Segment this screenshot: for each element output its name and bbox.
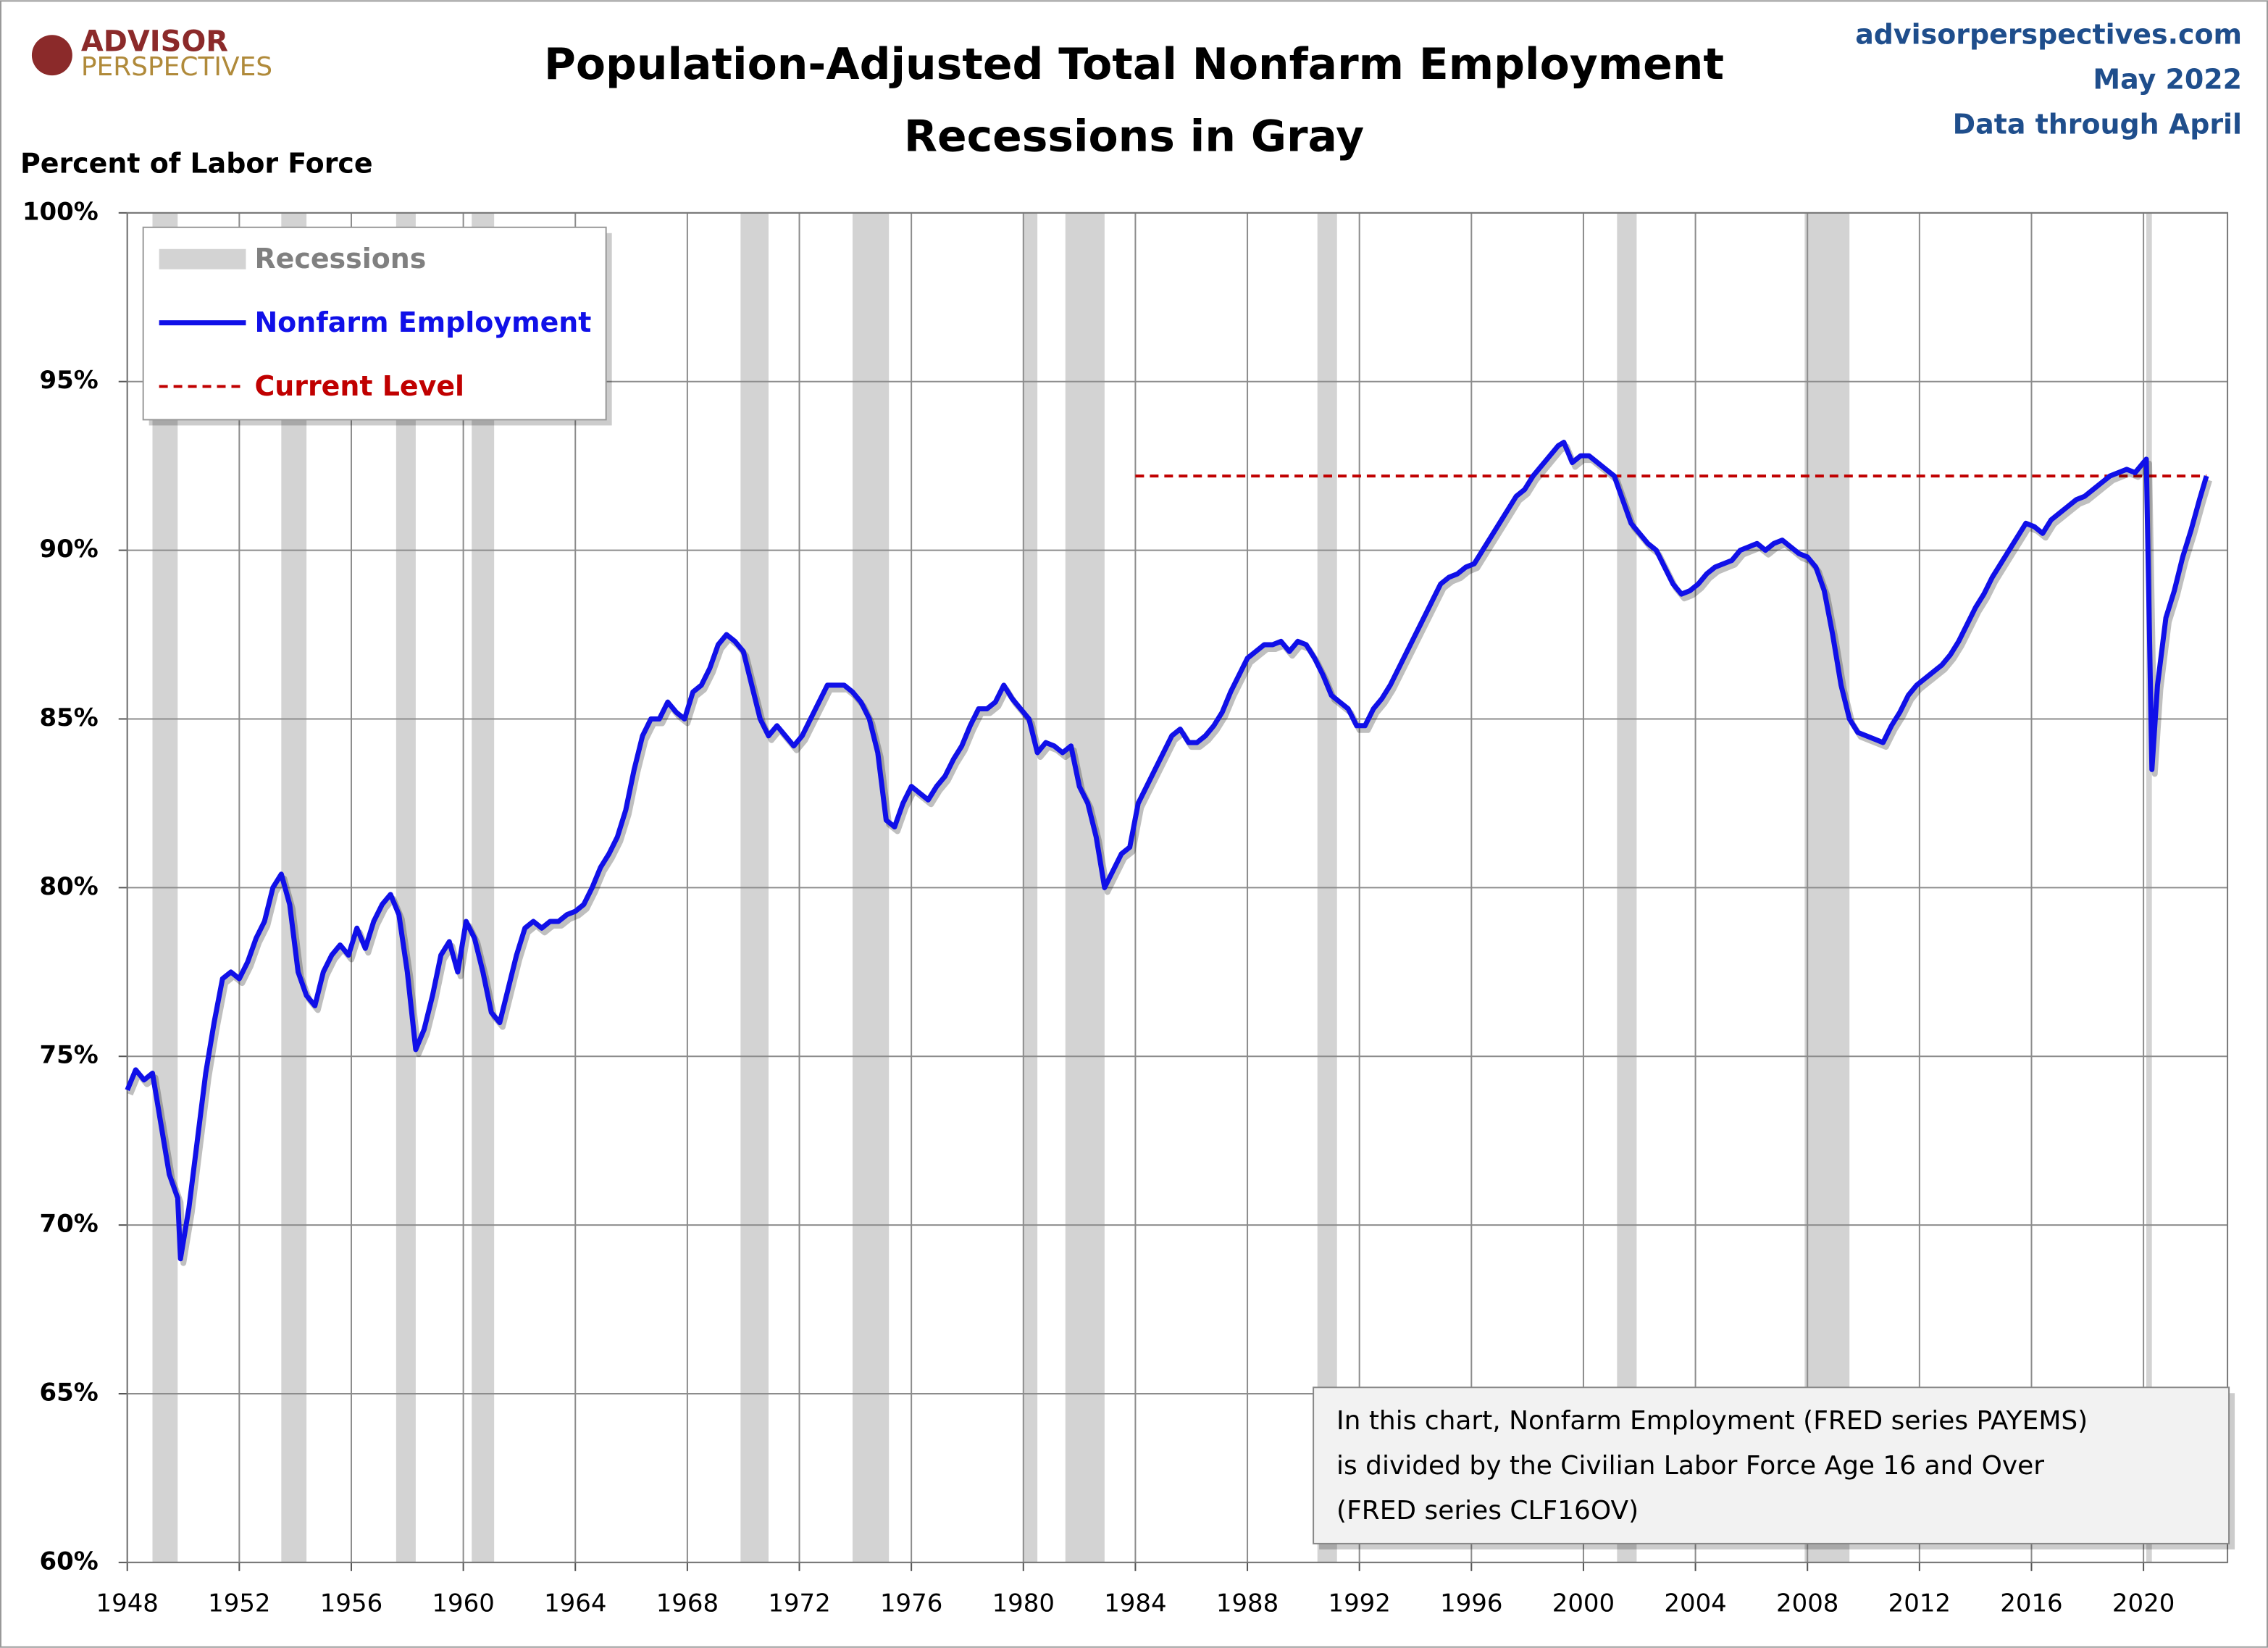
x-tick-label: 2020 bbox=[2112, 1589, 2175, 1618]
logo-icon bbox=[31, 35, 72, 76]
legend-label: Recessions bbox=[254, 243, 426, 275]
x-tick-label: 2016 bbox=[2000, 1589, 2062, 1618]
y-tick-label: 90% bbox=[40, 535, 99, 564]
y-tick-label: 70% bbox=[40, 1210, 99, 1239]
x-tick-label: 2012 bbox=[1888, 1589, 1951, 1618]
x-tick-label: 1980 bbox=[992, 1589, 1055, 1618]
series-line bbox=[125, 440, 2209, 1262]
source: advisorperspectives.com bbox=[1855, 19, 2242, 51]
chart-subtitle: Recessions in Gray bbox=[904, 112, 1364, 162]
y-tick-label: 65% bbox=[40, 1378, 99, 1407]
x-tick-label: 1972 bbox=[768, 1589, 830, 1618]
x-tick-label: 2008 bbox=[1776, 1589, 1838, 1618]
x-tick-label: 1976 bbox=[880, 1589, 942, 1618]
note-text: In this chart, Nonfarm Employment (FRED … bbox=[1336, 1406, 2088, 1436]
brand: PERSPECTIVES bbox=[81, 52, 272, 82]
legend-label: Nonfarm Employment bbox=[254, 306, 591, 338]
x-tick-label: 1984 bbox=[1104, 1589, 1166, 1618]
x-tick-label: 1968 bbox=[656, 1589, 719, 1618]
x-tick-label: 1992 bbox=[1328, 1589, 1390, 1618]
source: Data through April bbox=[1953, 109, 2242, 141]
y-tick-label: 85% bbox=[40, 703, 99, 732]
x-tick-label: 2004 bbox=[1664, 1589, 1726, 1618]
x-tick-label: 1952 bbox=[208, 1589, 270, 1618]
plot-border bbox=[126, 212, 2229, 1563]
note-text: is divided by the Civilian Labor Force A… bbox=[1336, 1451, 2044, 1481]
note-box bbox=[1313, 1386, 2230, 1544]
x-tick-label: 1988 bbox=[1216, 1589, 1279, 1618]
source: May 2022 bbox=[2093, 64, 2242, 96]
y-tick-label: 60% bbox=[40, 1547, 99, 1576]
y-tick-label: 100% bbox=[22, 197, 99, 226]
note-text: (FRED series CLF16OV) bbox=[1336, 1496, 1639, 1526]
x-tick-label: 1960 bbox=[432, 1589, 494, 1618]
y-tick-label: 75% bbox=[40, 1041, 99, 1070]
legend-swatch bbox=[159, 248, 246, 269]
y-tick-label: 80% bbox=[40, 872, 99, 901]
y-axis-label: Percent of Labor Force bbox=[20, 147, 373, 179]
x-tick-label: 1964 bbox=[544, 1589, 606, 1618]
legend-label: Current Level bbox=[254, 370, 464, 402]
brand: ADVISOR bbox=[81, 25, 228, 59]
x-tick-label: 1948 bbox=[96, 1589, 159, 1618]
chart-title: Population-Adjusted Total Nonfarm Employ… bbox=[544, 39, 1724, 90]
x-tick-label: 1996 bbox=[1440, 1589, 1502, 1618]
x-tick-label: 1956 bbox=[320, 1589, 382, 1618]
x-tick-label: 2000 bbox=[1552, 1589, 1615, 1618]
y-tick-label: 95% bbox=[40, 366, 99, 395]
